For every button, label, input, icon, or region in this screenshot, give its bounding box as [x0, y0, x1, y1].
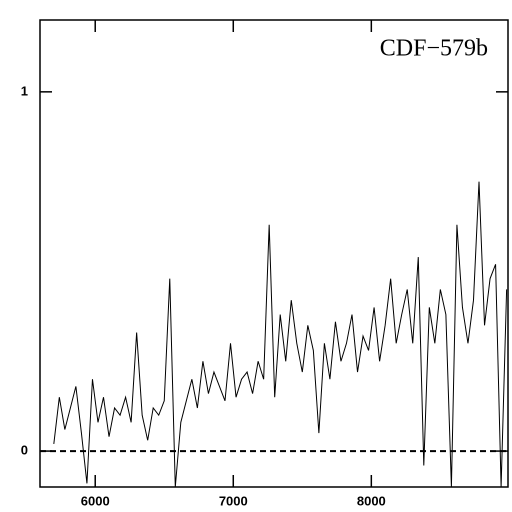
spectrum-line	[53, 181, 508, 488]
x-tick-label: 8000	[357, 493, 386, 508]
y-tick-label: 0	[21, 443, 28, 458]
y-tick-label: 1	[21, 83, 28, 98]
plot-frame	[39, 19, 509, 488]
x-tick-label: 7000	[219, 493, 248, 508]
x-tick-label: 6000	[81, 493, 110, 508]
chart-title: CDF−579b	[380, 36, 488, 62]
